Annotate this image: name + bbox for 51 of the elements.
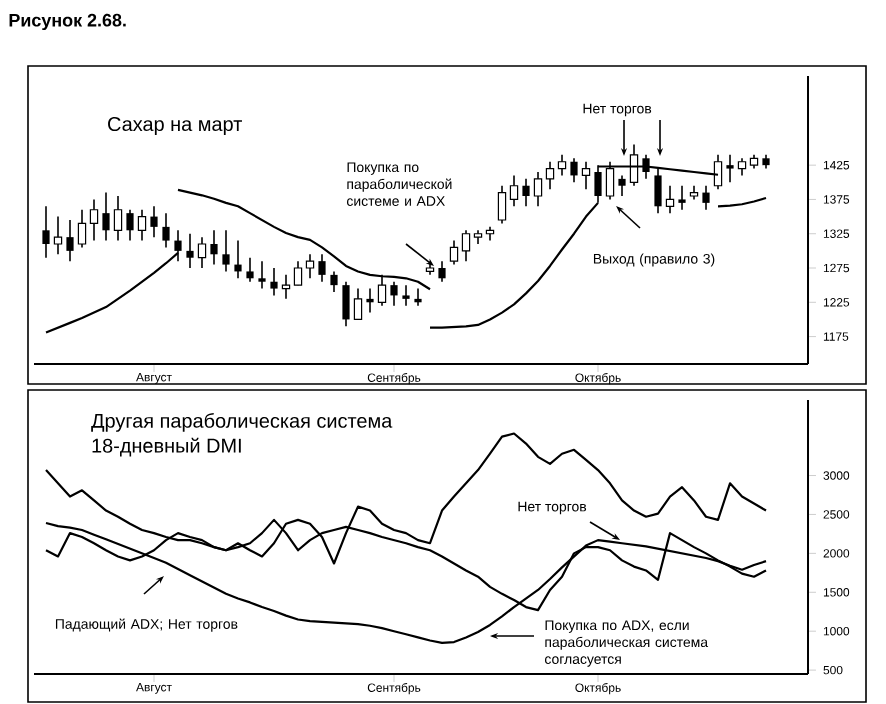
candlestick (497, 184, 507, 225)
candlestick (402, 284, 410, 307)
candlestick (581, 160, 591, 190)
text: Сахар на март (108, 116, 242, 136)
candlestick (726, 154, 734, 184)
candlestick (126, 208, 134, 242)
candlestick (42, 205, 50, 259)
text: Рисунок 2.68. (9, 13, 126, 31)
candlestick (305, 253, 315, 280)
candlestick (618, 174, 626, 197)
candlestick (342, 280, 350, 328)
candlestick (545, 160, 555, 190)
candlestick (222, 229, 230, 273)
candlestick (150, 205, 158, 238)
candlestick (702, 184, 710, 211)
candlestick (438, 260, 446, 283)
candlestick (318, 253, 326, 283)
candlestick (281, 274, 291, 300)
candlestick (522, 178, 530, 208)
candlestick (89, 198, 99, 242)
text: Другая параболическая система (91, 413, 393, 432)
candlestick (570, 157, 578, 184)
candlestick (197, 236, 207, 269)
candlestick (509, 174, 519, 208)
candlestick (533, 171, 543, 208)
candlestick (162, 212, 170, 249)
text: 18-дневный DMI (92, 437, 241, 457)
candlestick (557, 154, 567, 177)
candlestick (66, 219, 74, 262)
candlestick (137, 208, 147, 242)
candlestick (330, 270, 338, 293)
candlestick (258, 260, 266, 290)
candlestick (186, 232, 194, 269)
candlestick (293, 260, 303, 286)
candlestick (270, 267, 278, 297)
candlestick (449, 239, 459, 266)
candlestick (174, 229, 182, 262)
candlestick (102, 191, 110, 242)
candlestick (77, 208, 87, 249)
candlestick (461, 229, 471, 262)
candlestick (113, 195, 123, 242)
candlestick (390, 280, 398, 307)
candlestick (234, 239, 242, 280)
candlestick (246, 256, 254, 283)
candlestick (366, 287, 374, 314)
candlestick (414, 287, 422, 307)
candlestick (53, 215, 63, 256)
candlestick (678, 184, 686, 211)
candlestick (665, 184, 675, 214)
candlestick (210, 229, 218, 266)
candlestick (353, 287, 363, 321)
